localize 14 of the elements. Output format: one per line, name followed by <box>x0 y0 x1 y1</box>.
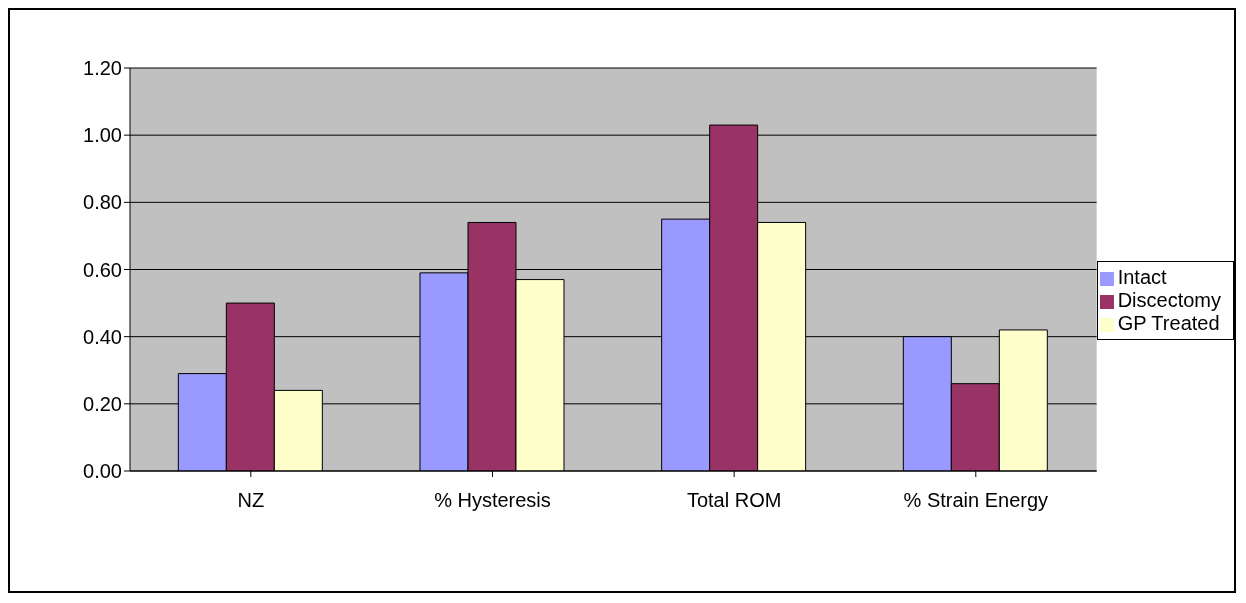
y-tick-label: 1.20 <box>83 57 122 80</box>
y-tick-label: 0.20 <box>83 392 122 415</box>
y-tick-label: 0.40 <box>83 325 122 348</box>
x-tick-label: % Hysteresis <box>434 489 551 512</box>
x-tick-label: Total ROM <box>686 489 782 512</box>
y-tick-label: 0.80 <box>83 191 122 214</box>
y-tick-label: 0.60 <box>83 258 122 281</box>
legend-label: Intact <box>1117 266 1167 288</box>
legend-label: Discectomy <box>1117 289 1221 311</box>
x-tick-label: NZ <box>237 489 265 512</box>
y-tick-label: 1.00 <box>83 124 122 147</box>
legend-label: GP Treated <box>1117 312 1220 334</box>
x-tick-label: % Strain Energy <box>903 489 1049 512</box>
y-tick-label: 0.00 <box>83 460 122 483</box>
